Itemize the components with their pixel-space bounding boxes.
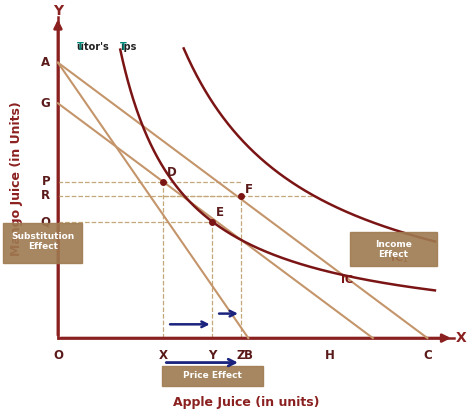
Text: D: D [167,166,177,179]
Text: Price Effect: Price Effect [183,371,242,380]
Text: H: H [324,349,334,362]
FancyBboxPatch shape [162,366,264,386]
Text: X: X [159,349,168,362]
Text: O: O [53,349,63,362]
Text: T: T [77,42,83,52]
Text: Z: Z [237,349,245,362]
Text: P: P [42,176,50,188]
Text: utor's: utor's [77,42,112,52]
Text: R: R [41,189,50,202]
FancyBboxPatch shape [3,223,82,263]
Text: Q: Q [40,215,50,228]
Text: Mango Juice (in Units): Mango Juice (in Units) [10,102,23,256]
Text: Income
Effect: Income Effect [375,240,412,259]
Text: Substitution
Effect: Substitution Effect [11,232,74,251]
Text: G: G [41,97,50,110]
Text: E: E [216,206,224,219]
Text: Y: Y [208,349,217,362]
FancyBboxPatch shape [350,233,437,266]
Text: A: A [41,56,50,69]
Text: F: F [245,183,253,196]
Text: Apple Juice (in units): Apple Juice (in units) [173,396,319,409]
Text: IC$_1$: IC$_1$ [390,252,408,265]
Text: C: C [423,349,432,362]
Text: ips: ips [120,42,137,52]
Text: Y: Y [53,4,63,17]
Text: B: B [244,349,253,362]
Text: IC: IC [341,275,353,285]
Text: T: T [120,42,127,52]
Text: X: X [456,331,467,345]
